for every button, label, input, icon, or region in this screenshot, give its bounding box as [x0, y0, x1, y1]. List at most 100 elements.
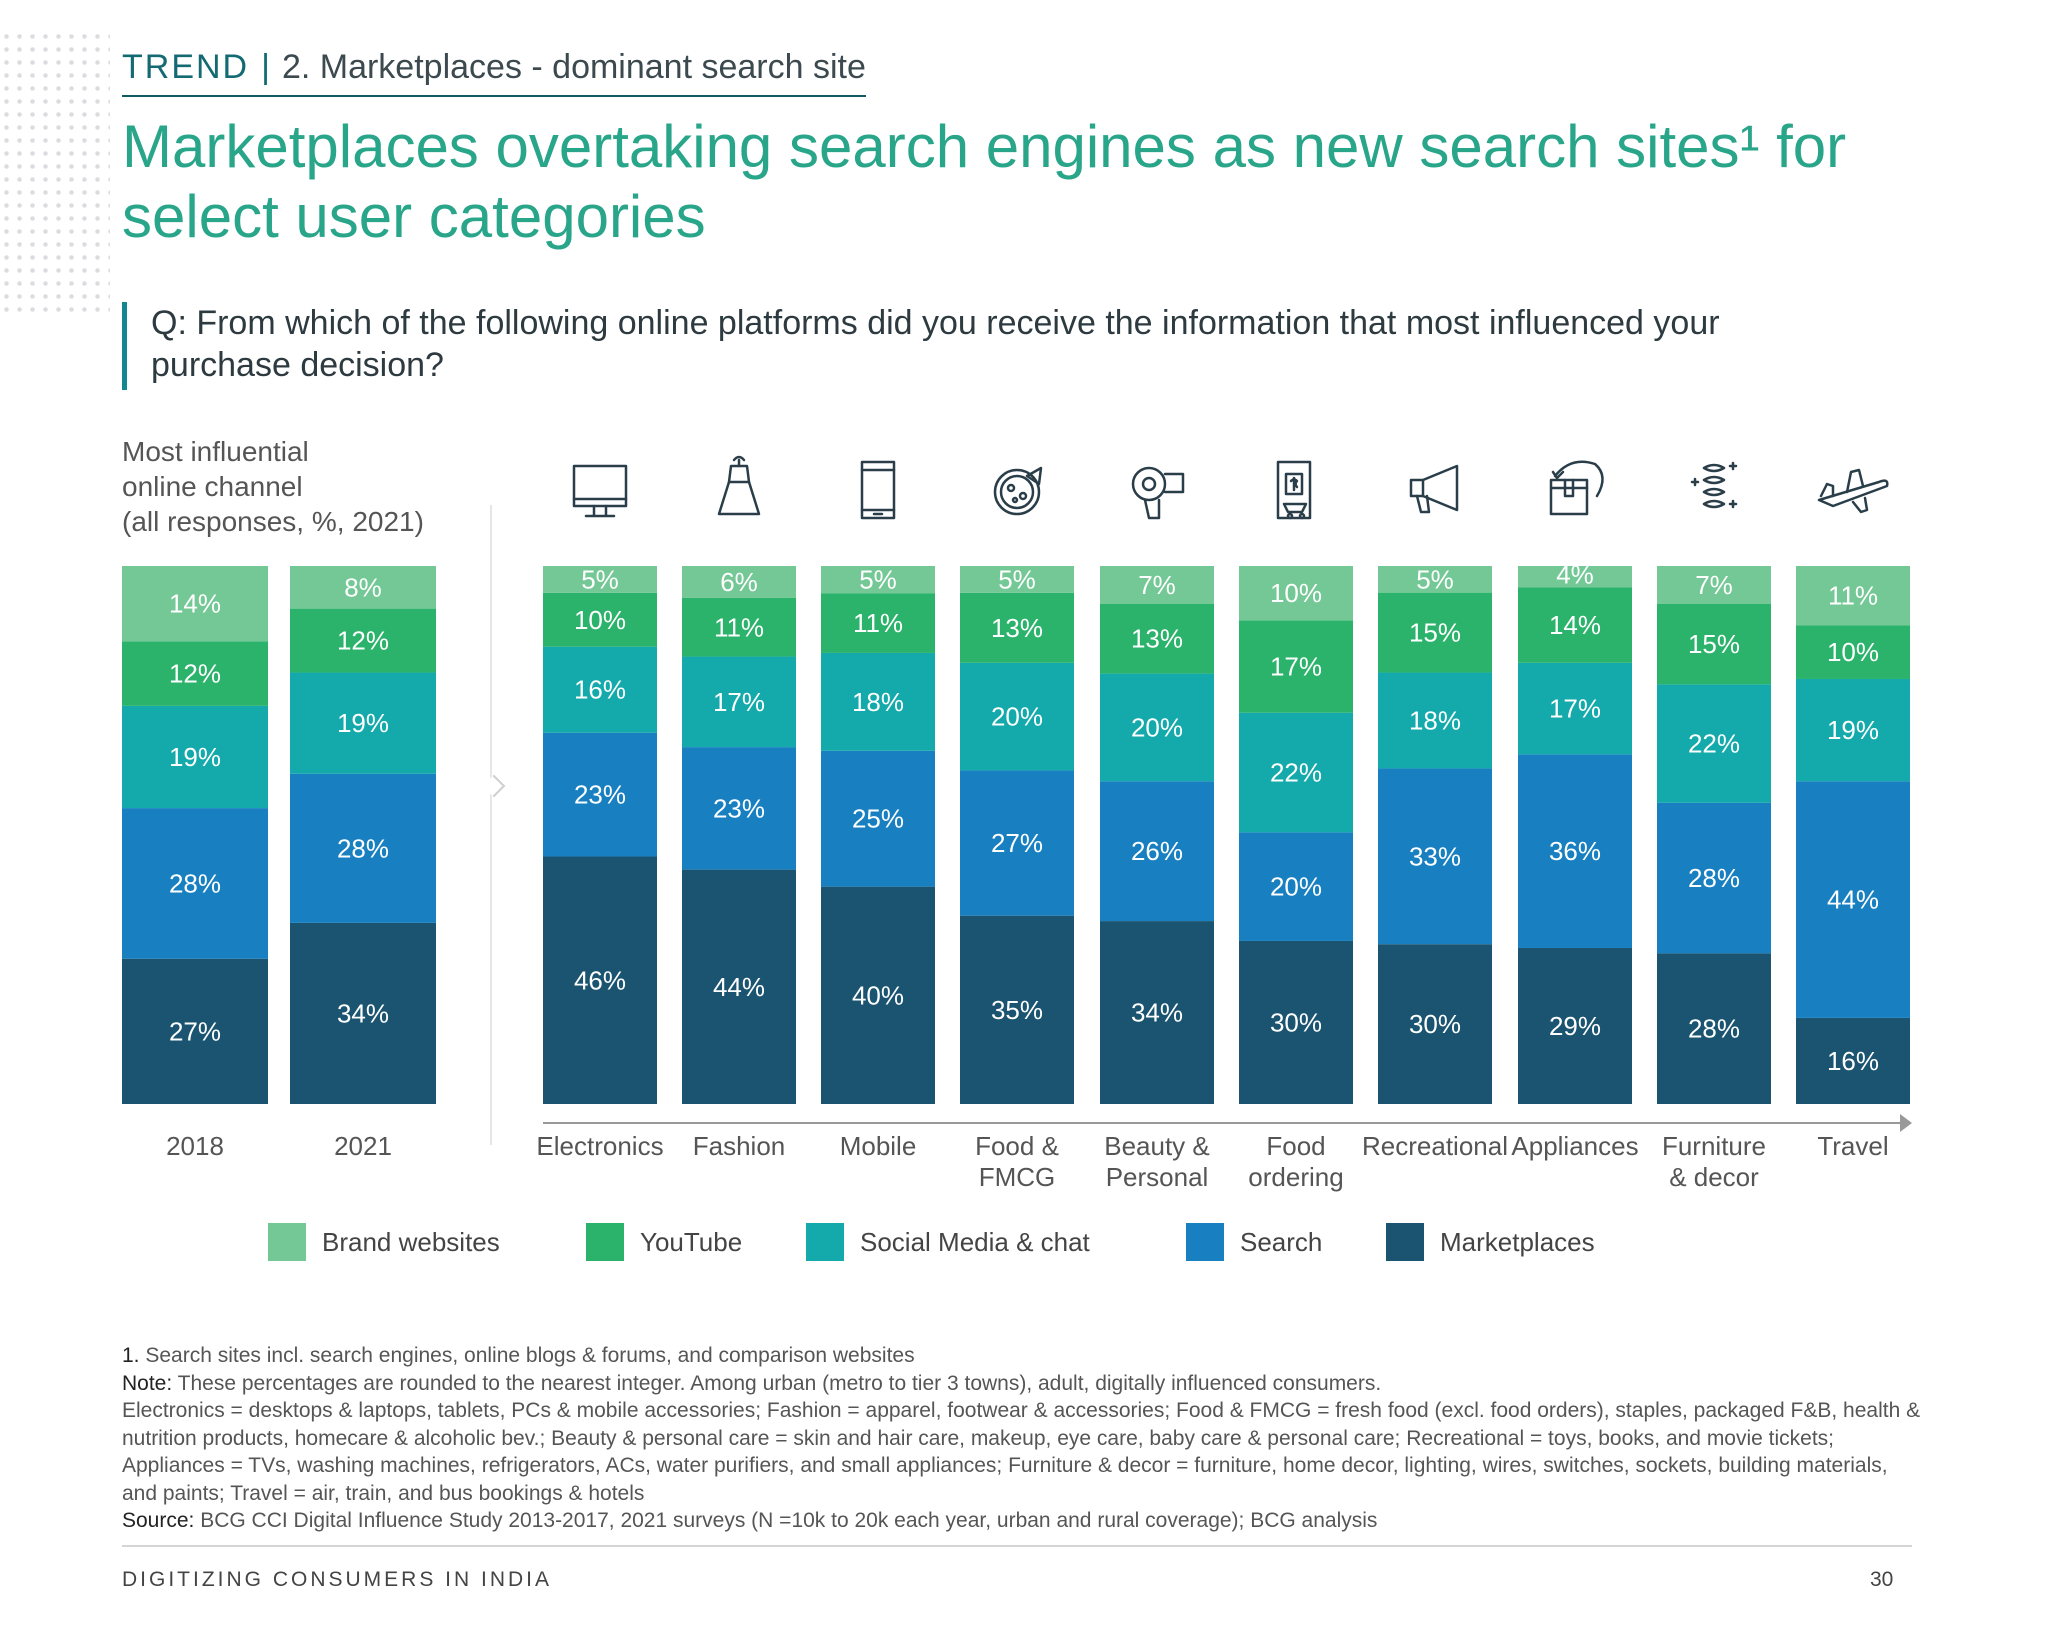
bar-food-ordering: 30% 20% 22% 17% 10% — [1239, 566, 1353, 1104]
segment-social-media-chat-furniture-decor — [1657, 684, 1771, 803]
category-label-2018: 2018 — [166, 1131, 224, 1161]
category-label-beauty-personal-line-2: Personal — [1106, 1162, 1209, 1192]
data-label-search-furniture-decor: 28% — [1688, 863, 1740, 893]
y-label-line-1: Most influential — [122, 436, 309, 467]
data-label-brand-websites-2021: 8% — [344, 572, 382, 602]
segment-brand-websites-electronics — [543, 566, 657, 593]
data-label-brand-websites-food-ordering: 10% — [1270, 578, 1322, 608]
segment-brand-websites-fashion — [682, 566, 796, 598]
data-label-social-media-chat-appliances: 17% — [1549, 694, 1601, 724]
footnote-note: Note: These percentages are rounded to t… — [122, 1370, 1922, 1398]
data-label-marketplaces-beauty-personal: 34% — [1131, 998, 1183, 1028]
survey-question: Q: From which of the following online pl… — [122, 302, 1851, 390]
segment-social-media-chat-food-fmcg — [960, 662, 1074, 771]
category-label-travel: Travel — [1817, 1131, 1888, 1161]
data-label-search-appliances: 36% — [1549, 836, 1601, 866]
category-label-2021: 2021 — [334, 1131, 392, 1161]
hair-dryer-icon — [1131, 466, 1185, 520]
category-label-fashion: Fashion — [693, 1131, 786, 1161]
footnote-1-text: Search sites incl. search engines, onlin… — [145, 1344, 915, 1367]
category-label-furniture-decor-line-2: & decor — [1669, 1162, 1759, 1192]
data-label-youtube-beauty-personal: 13% — [1131, 624, 1183, 654]
page-number: 30 — [1870, 1568, 1894, 1591]
food-order-phone-icon — [1276, 460, 1312, 520]
category-label-beauty-personal: Beauty & — [1104, 1131, 1210, 1161]
legend-item-marketplaces: Marketplaces — [1386, 1222, 1595, 1262]
legend-item-brand-websites: Brand websites — [268, 1222, 500, 1262]
segment-social-media-chat-travel — [1796, 678, 1910, 782]
segment-brand-websites-recreational — [1378, 566, 1492, 593]
section-header: TREND | 2. Marketplaces - dominant search … — [122, 48, 866, 97]
header-separator: | — [261, 48, 270, 86]
segment-brand-websites-travel — [1796, 566, 1910, 626]
data-label-youtube-food-fmcg: 13% — [991, 613, 1043, 643]
segment-youtube-beauty-personal — [1100, 603, 1214, 674]
page-title: Marketplaces overtaking search engines a… — [122, 113, 1847, 250]
category-label-appliances: Appliances — [1511, 1131, 1638, 1161]
data-label-youtube-electronics: 10% — [574, 605, 626, 635]
segment-social-media-chat-recreational — [1378, 672, 1492, 769]
bar-beauty-personal: 34% 26% 20% 13% 7% — [1100, 566, 1214, 1104]
appliance-box-icon — [1549, 460, 1604, 516]
category-label-food-ordering: Food — [1266, 1131, 1325, 1161]
data-label-search-beauty-personal: 26% — [1131, 836, 1183, 866]
airplane-icon — [1817, 468, 1889, 514]
segment-youtube-appliances — [1518, 587, 1632, 663]
data-label-marketplaces-food-ordering: 30% — [1270, 1007, 1322, 1037]
bar-recreational: 30% 33% 18% 15% 5% — [1378, 564, 1492, 1104]
data-label-marketplaces-travel: 16% — [1827, 1046, 1879, 1076]
data-label-marketplaces-fashion: 44% — [713, 972, 765, 1002]
segment-brand-websites-2021 — [290, 566, 436, 609]
note-label: Note: — [122, 1371, 173, 1395]
segment-brand-websites-mobile — [821, 566, 935, 594]
data-label-social-media-chat-2018: 19% — [169, 742, 221, 772]
legend-swatch-marketplaces — [1386, 1223, 1424, 1261]
data-label-social-media-chat-food-ordering: 22% — [1270, 758, 1322, 788]
data-label-marketplaces-2018: 27% — [169, 1016, 221, 1046]
segment-youtube-furniture-decor — [1657, 603, 1771, 685]
dress-icon — [717, 455, 761, 516]
data-label-search-food-ordering: 20% — [1270, 872, 1322, 902]
data-label-social-media-chat-recreational: 18% — [1409, 705, 1461, 735]
bar-fashion: 44% 23% 17% 11% 6% — [682, 566, 796, 1104]
data-label-youtube-fashion: 11% — [714, 612, 764, 642]
segment-search-furniture-decor — [1657, 802, 1771, 954]
data-label-brand-websites-recreational: 5% — [1416, 564, 1454, 594]
category-label-electronics: Electronics — [536, 1131, 663, 1161]
segment-search-food-ordering — [1239, 832, 1353, 941]
segment-marketplaces-recreational — [1378, 944, 1492, 1104]
data-label-social-media-chat-beauty-personal: 20% — [1131, 712, 1183, 742]
data-label-youtube-travel: 10% — [1827, 637, 1879, 667]
footnote-source: Source: BCG CCI Digital Influence Study … — [122, 1507, 1922, 1535]
data-label-youtube-2021: 12% — [337, 626, 389, 656]
data-label-social-media-chat-furniture-decor: 22% — [1688, 729, 1740, 759]
data-label-social-media-chat-mobile: 18% — [852, 687, 904, 717]
bar-appliances: 29% 36% 17% 14% 4% — [1518, 560, 1632, 1104]
segment-youtube-2021 — [290, 608, 436, 673]
segment-youtube-travel — [1796, 625, 1910, 679]
segment-search-food-fmcg — [960, 770, 1074, 916]
segment-social-media-chat-electronics — [543, 646, 657, 733]
data-label-search-food-fmcg: 27% — [991, 828, 1043, 858]
data-label-social-media-chat-electronics: 16% — [574, 675, 626, 705]
segment-social-media-chat-beauty-personal — [1100, 673, 1214, 782]
legend-label-brand-websites: Brand websites — [322, 1226, 500, 1257]
chart-divider — [490, 505, 492, 1145]
segment-brand-websites-beauty-personal — [1100, 566, 1214, 604]
segment-marketplaces-food-ordering — [1239, 940, 1353, 1104]
segment-social-media-chat-2018 — [122, 705, 268, 809]
segment-marketplaces-fashion — [682, 869, 796, 1104]
source-text: BCG CCI Digital Influence Study 2013-201… — [200, 1509, 1378, 1532]
bar-travel: 16% 44% 19% 10% 11% — [1796, 566, 1910, 1104]
segment-search-appliances — [1518, 754, 1632, 948]
legend-item-search: Search — [1186, 1222, 1322, 1262]
segment-social-media-chat-mobile — [821, 652, 935, 751]
data-label-social-media-chat-2021: 19% — [337, 708, 389, 738]
spring-coil-icon — [1690, 461, 1738, 509]
footnote-1: 1. Search sites incl. search engines, on… — [122, 1342, 1922, 1370]
footer-text: DIGITIZING CONSUMERS IN INDIA — [122, 1568, 553, 1591]
y-label-line-2: online channel — [122, 471, 303, 502]
segment-youtube-fashion — [682, 597, 796, 657]
source-label: Source: — [122, 1509, 195, 1532]
segment-youtube-2018 — [122, 641, 268, 706]
